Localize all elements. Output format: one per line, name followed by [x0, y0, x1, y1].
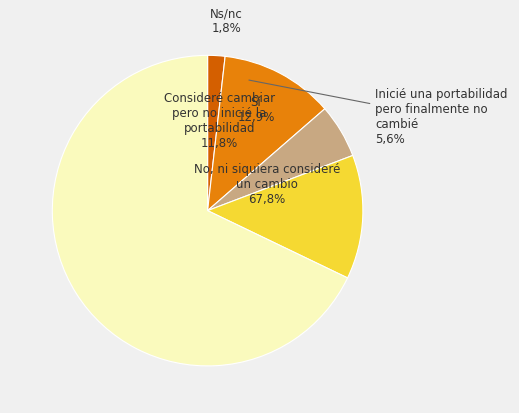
Text: Inicié una portabilidad
pero finalmente no
cambié
5,6%: Inicié una portabilidad pero finalmente … [249, 80, 508, 147]
Wedge shape [52, 55, 348, 366]
Text: No, ni siquiera consideré
un cambio
67,8%: No, ni siquiera consideré un cambio 67,8… [194, 163, 340, 206]
Wedge shape [208, 155, 363, 278]
Text: Sí
12,9%: Sí 12,9% [237, 96, 275, 124]
Text: Consideré cambiar
pero no inicié la
portabilidad
11,8%: Consideré cambiar pero no inicié la port… [164, 93, 275, 150]
Wedge shape [208, 109, 353, 211]
Wedge shape [208, 55, 225, 211]
Text: Ns/nc
1,8%: Ns/nc 1,8% [210, 7, 242, 35]
Wedge shape [208, 56, 325, 211]
